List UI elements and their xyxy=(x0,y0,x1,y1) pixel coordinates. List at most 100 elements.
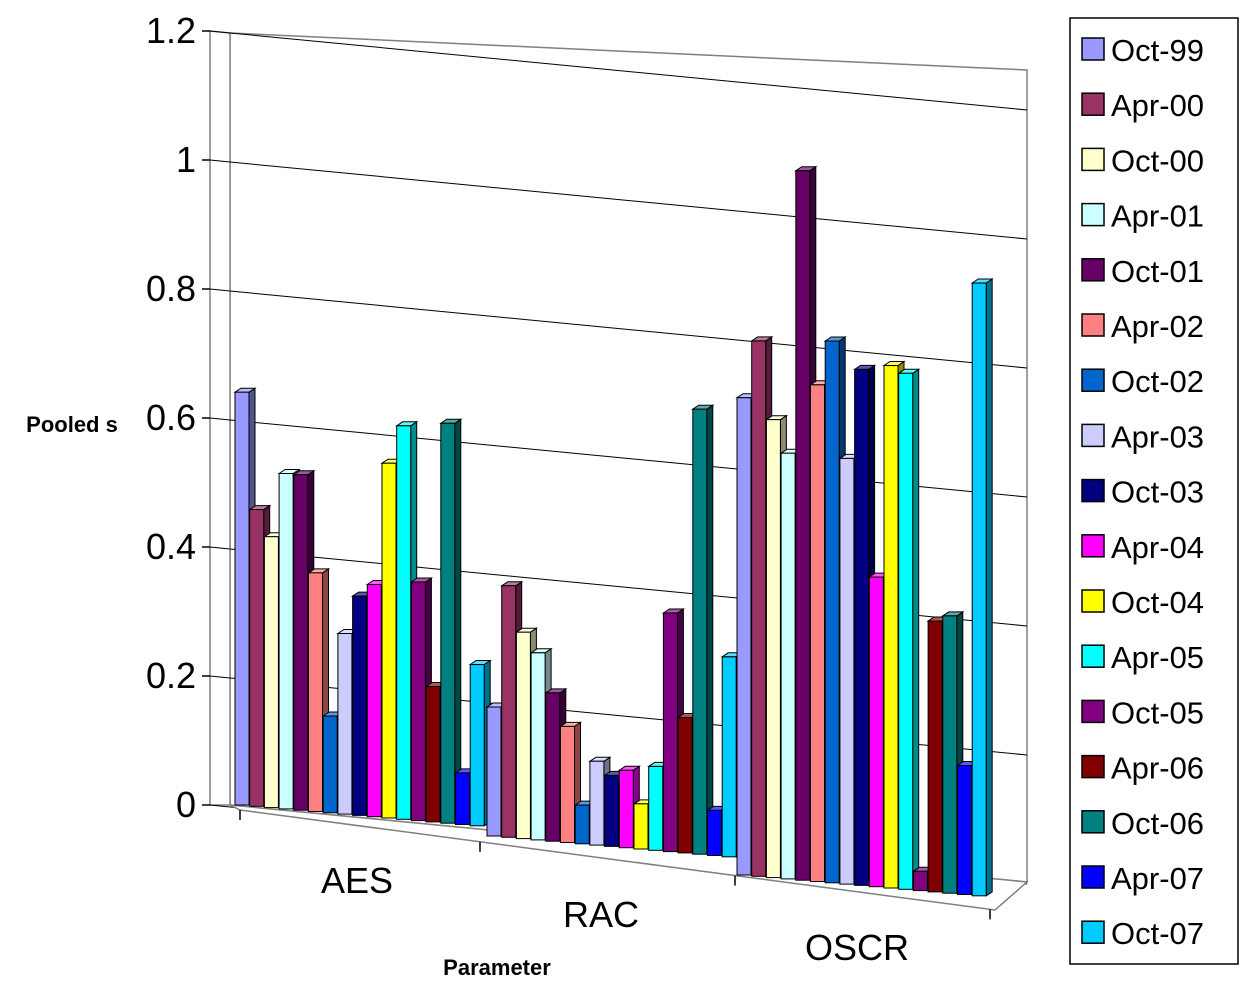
legend-label: Apr-00 xyxy=(1111,88,1204,123)
bar-front xyxy=(618,769,634,849)
bar-front xyxy=(604,774,620,847)
bar-front xyxy=(751,340,767,877)
y-tick-label: 0.4 xyxy=(146,526,196,567)
legend-label: Apr-05 xyxy=(1111,640,1204,675)
bar-front xyxy=(854,368,870,886)
legend-item: Apr-03 xyxy=(1081,419,1204,454)
legend-swatch xyxy=(1081,368,1105,392)
legend-swatch xyxy=(1081,147,1105,172)
legend-label: Oct-01 xyxy=(1111,254,1204,289)
bar-front xyxy=(589,760,605,846)
bars-group xyxy=(233,165,994,897)
legend-swatch xyxy=(1081,810,1105,834)
bar-front xyxy=(322,715,338,814)
legend-swatch xyxy=(1081,37,1105,61)
bar-front xyxy=(308,572,323,812)
bar-side xyxy=(454,418,462,825)
legend-item: Apr-07 xyxy=(1081,861,1204,896)
bar-front xyxy=(898,372,914,890)
bar-oscr-apr-05 xyxy=(897,368,921,891)
category-label-oscr: OSCR xyxy=(805,927,909,968)
bar-front xyxy=(515,631,531,840)
bar-front xyxy=(692,408,708,855)
x-axis-categories: AES RAC OSCR xyxy=(239,810,991,968)
legend-swatch xyxy=(1081,202,1105,227)
legend-swatch xyxy=(1081,258,1105,282)
legend-label: Apr-06 xyxy=(1111,751,1204,786)
bar-side xyxy=(985,278,993,897)
bar-front xyxy=(707,809,722,856)
gridline-side xyxy=(209,417,231,421)
gridline-side xyxy=(209,804,231,808)
bar-front xyxy=(721,656,737,858)
bar-front xyxy=(410,581,426,822)
legend-item: Oct-04 xyxy=(1081,585,1204,620)
bar-front xyxy=(545,692,561,842)
gridline-side xyxy=(209,288,231,292)
gridline-side xyxy=(209,30,231,34)
legend-label: Oct-05 xyxy=(1111,695,1204,730)
y-tick-label: 0.2 xyxy=(146,655,196,696)
legend-swatch xyxy=(1081,865,1105,889)
legend-label: Oct-99 xyxy=(1111,33,1204,68)
legend-swatch xyxy=(1081,920,1105,944)
legend-label: Oct-07 xyxy=(1111,916,1204,951)
legend-item: Oct-01 xyxy=(1081,254,1204,289)
category-label-aes: AES xyxy=(321,860,393,901)
bar-front xyxy=(501,585,517,838)
gridline-side xyxy=(209,546,231,550)
legend-label: Apr-02 xyxy=(1111,309,1204,344)
legend-item: Oct-03 xyxy=(1081,475,1204,510)
x-axis-title: Parameter xyxy=(443,955,551,980)
legend-label: Oct-00 xyxy=(1111,143,1204,178)
bar-front xyxy=(381,462,397,819)
legend: Oct-99 Apr-00 Oct-00 Apr-01 Oct-01 Apr-02 Oct-… xyxy=(1069,17,1239,965)
y-axis-ticks: 0 0.2 0.4 0.6 0.8 1 1.2 xyxy=(146,10,210,825)
bar-oscr-oct-07 xyxy=(970,278,994,897)
bar-front xyxy=(883,365,899,889)
bar-front xyxy=(839,457,855,885)
legend-swatch xyxy=(1081,754,1105,779)
legend-label: Oct-06 xyxy=(1111,806,1204,841)
bar-front xyxy=(810,384,825,882)
legend-swatch xyxy=(1081,313,1105,337)
legend-label: Apr-03 xyxy=(1111,419,1204,454)
gridline xyxy=(229,32,1028,111)
y-tick-label: 0.6 xyxy=(146,397,196,438)
legend-item: Oct-99 xyxy=(1081,33,1204,68)
legend-item: Apr-00 xyxy=(1081,88,1204,123)
bar-front xyxy=(780,452,796,880)
bar-front xyxy=(765,419,781,879)
bar-front xyxy=(927,620,943,893)
y-axis-title: Pooled s xyxy=(26,412,118,437)
bar-front xyxy=(560,725,575,844)
bar-front xyxy=(366,584,382,818)
legend-label: Oct-04 xyxy=(1111,585,1204,620)
bar-front xyxy=(455,772,470,826)
gridline-side xyxy=(209,675,231,679)
bar-front xyxy=(957,765,972,895)
bar-front xyxy=(293,474,309,811)
bar-front xyxy=(677,716,693,854)
bar-front xyxy=(352,595,368,816)
legend-item: Oct-06 xyxy=(1081,806,1204,841)
bar-front xyxy=(486,706,502,837)
bar-front xyxy=(574,804,590,845)
legend-item: Apr-05 xyxy=(1081,640,1204,675)
gridline xyxy=(229,290,1028,369)
bar-side xyxy=(706,404,714,856)
gridline-side xyxy=(209,159,231,163)
bar-front xyxy=(530,652,546,841)
legend-label: Apr-04 xyxy=(1111,530,1204,565)
bar-aes-oct-06 xyxy=(439,418,463,825)
legend-item: Oct-07 xyxy=(1081,916,1204,951)
bar-front xyxy=(234,391,250,806)
legend-swatch xyxy=(1081,699,1105,724)
y-tick-label: 1.2 xyxy=(146,10,196,51)
category-label-rac: RAC xyxy=(563,894,639,935)
bar-front xyxy=(824,340,840,884)
legend-item: Apr-02 xyxy=(1081,309,1204,344)
legend-swatch xyxy=(1081,478,1105,503)
